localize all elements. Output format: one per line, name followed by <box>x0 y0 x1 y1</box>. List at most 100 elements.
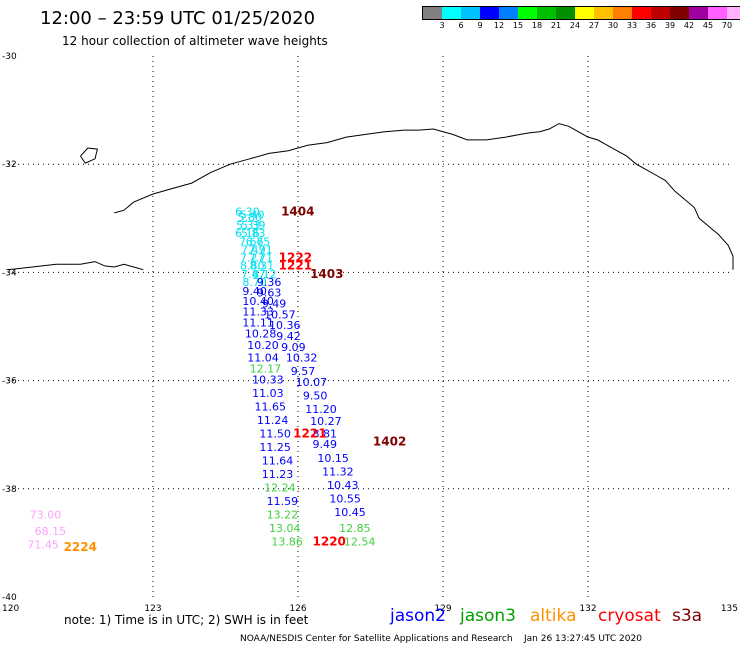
wave-height-label: 11.20 <box>305 403 337 416</box>
wave-height-label: 13.22 <box>267 509 299 522</box>
legend-label: 9 <box>477 21 483 30</box>
lat-tick-label: -36 <box>2 377 17 387</box>
wave-height-label: 10.28 <box>245 327 276 340</box>
wave-height-label: 6.30 <box>235 206 260 219</box>
legend-label: 6 <box>458 21 464 30</box>
legend-label: 18 <box>531 21 543 30</box>
wave-height-label: 8.12 <box>252 268 276 281</box>
pass-time-label: 2224 <box>64 540 97 554</box>
wave-height-label: 9.63 <box>257 287 282 300</box>
lat-tick-label: -30 <box>2 52 17 62</box>
wave-height-label: 12.54 <box>344 536 376 549</box>
lat-tick-label: -32 <box>2 160 17 170</box>
wave-height-label: 9.49 <box>313 438 338 451</box>
coastline-west <box>7 261 144 271</box>
wave-height-label: 10.33 <box>252 373 283 386</box>
wave-height-label: 11.25 <box>259 441 291 454</box>
legend-label: 33 <box>626 21 638 30</box>
wave-height-label: 7.71 <box>249 252 274 265</box>
satellite-legend-jason2: jason2 <box>390 606 446 626</box>
wave-height-label: 5.83 <box>241 227 266 240</box>
coastline <box>7 123 734 271</box>
wave-height-label: 13.04 <box>269 522 301 535</box>
wave-height-label: 7.47 <box>241 268 266 281</box>
legend-swatch <box>613 7 632 19</box>
wave-height-label: 12.17 <box>250 362 282 375</box>
wave-height-label: 10.20 <box>247 339 279 352</box>
legend-swatch <box>499 7 518 19</box>
wave-height-label: 10.45 <box>334 506 366 519</box>
pass-time-label: 1403 <box>310 267 343 281</box>
wave-height-label: 9.50 <box>303 390 328 403</box>
axis-tick-labels: 120 123 126 129 132 135 -30 -32 -34 -36 -38 -40 <box>2 52 738 614</box>
wave-height-label: 11.64 <box>262 454 294 467</box>
legend-label: 27 <box>588 21 600 30</box>
legend-swatch <box>575 7 594 19</box>
wave-height-label: 12.85 <box>339 522 371 535</box>
wave-height-label: 10.15 <box>317 452 349 465</box>
chart-subtitle: 12 hour collection of altimeter wave hei… <box>62 34 328 48</box>
satellite-legend-jason3: jason3 <box>460 606 516 626</box>
lon-tick-label: 129 <box>434 604 451 614</box>
legend-swatch <box>632 7 651 19</box>
wave-height-label: 8.31 <box>250 260 275 273</box>
wave-height-labels: 6.305.805.405.335.396.165.837.666.757.47… <box>27 206 375 552</box>
footer-credit: NOAA/NESDIS Center for Satellite Applica… <box>240 634 642 644</box>
pass-time-label: 1222 <box>279 251 312 265</box>
wave-height-label: 68.15 <box>35 525 66 538</box>
wave-height-label: 8.81 <box>313 427 338 440</box>
lat-lon-grid <box>8 56 733 597</box>
wave-height-label: 9.09 <box>281 341 306 354</box>
legend-swatch <box>594 7 613 19</box>
legend-swatch <box>518 7 537 19</box>
legend-swatch <box>442 7 461 19</box>
wave-height-label: 10.57 <box>264 308 296 321</box>
legend-swatch <box>689 7 708 19</box>
legend-label: 30 <box>607 21 619 30</box>
wave-height-label: 7.91 <box>248 243 273 256</box>
lon-tick-label: 120 <box>2 604 19 614</box>
pass-time-label: 1220 <box>313 535 346 549</box>
wave-height-label: 11.50 <box>259 427 291 440</box>
wave-height-label: 71.45 <box>27 538 59 551</box>
wave-height-label: 11.04 <box>247 352 279 365</box>
wave-height-label: 7.66 <box>239 235 263 248</box>
wave-height-label: 11.03 <box>252 387 283 400</box>
wave-height-label: 10.55 <box>329 492 361 505</box>
wave-height-label: 6.16 <box>235 227 260 240</box>
legend-label: 39 <box>664 21 676 30</box>
wave-height-label: 12.24 <box>264 482 296 495</box>
legend-label: 45 <box>702 21 714 30</box>
wave-height-label: 11.11 <box>242 317 274 330</box>
lat-tick-label: -34 <box>2 268 17 278</box>
lon-tick-label: 132 <box>579 604 596 614</box>
wave-height-label: 13.86 <box>271 536 303 549</box>
coastline-main <box>114 123 734 270</box>
wave-height-label: 10.36 <box>269 319 301 332</box>
legend-swatch <box>423 7 442 19</box>
legend-swatch <box>461 7 480 19</box>
legend-swatch <box>556 7 575 19</box>
color-legend-bar <box>422 6 740 20</box>
legend-label: 21 <box>550 21 562 30</box>
wave-height-label: 11.24 <box>257 414 289 427</box>
wave-height-label: 7.27 <box>240 252 265 265</box>
legend-swatch <box>727 7 740 19</box>
legend-label: 42 <box>683 21 695 30</box>
wave-height-label: 5.80 <box>238 211 262 224</box>
wave-height-label: 10.43 <box>327 479 359 492</box>
legend-swatch <box>708 7 727 19</box>
legend-swatch <box>537 7 556 19</box>
wave-height-label: 5.40 <box>240 208 265 221</box>
pass-time-label: 1221 <box>279 259 312 273</box>
wave-height-label: 10.40 <box>242 295 274 308</box>
lon-tick-label: 123 <box>144 604 161 614</box>
wave-height-label: 7.47 <box>241 243 266 256</box>
legend-swatch <box>480 7 499 19</box>
wave-height-label: 11.33 <box>242 306 274 319</box>
wave-height-label: 9.36 <box>257 276 282 289</box>
lon-tick-label: 135 <box>721 604 738 614</box>
wave-height-label: 10.07 <box>296 376 328 389</box>
